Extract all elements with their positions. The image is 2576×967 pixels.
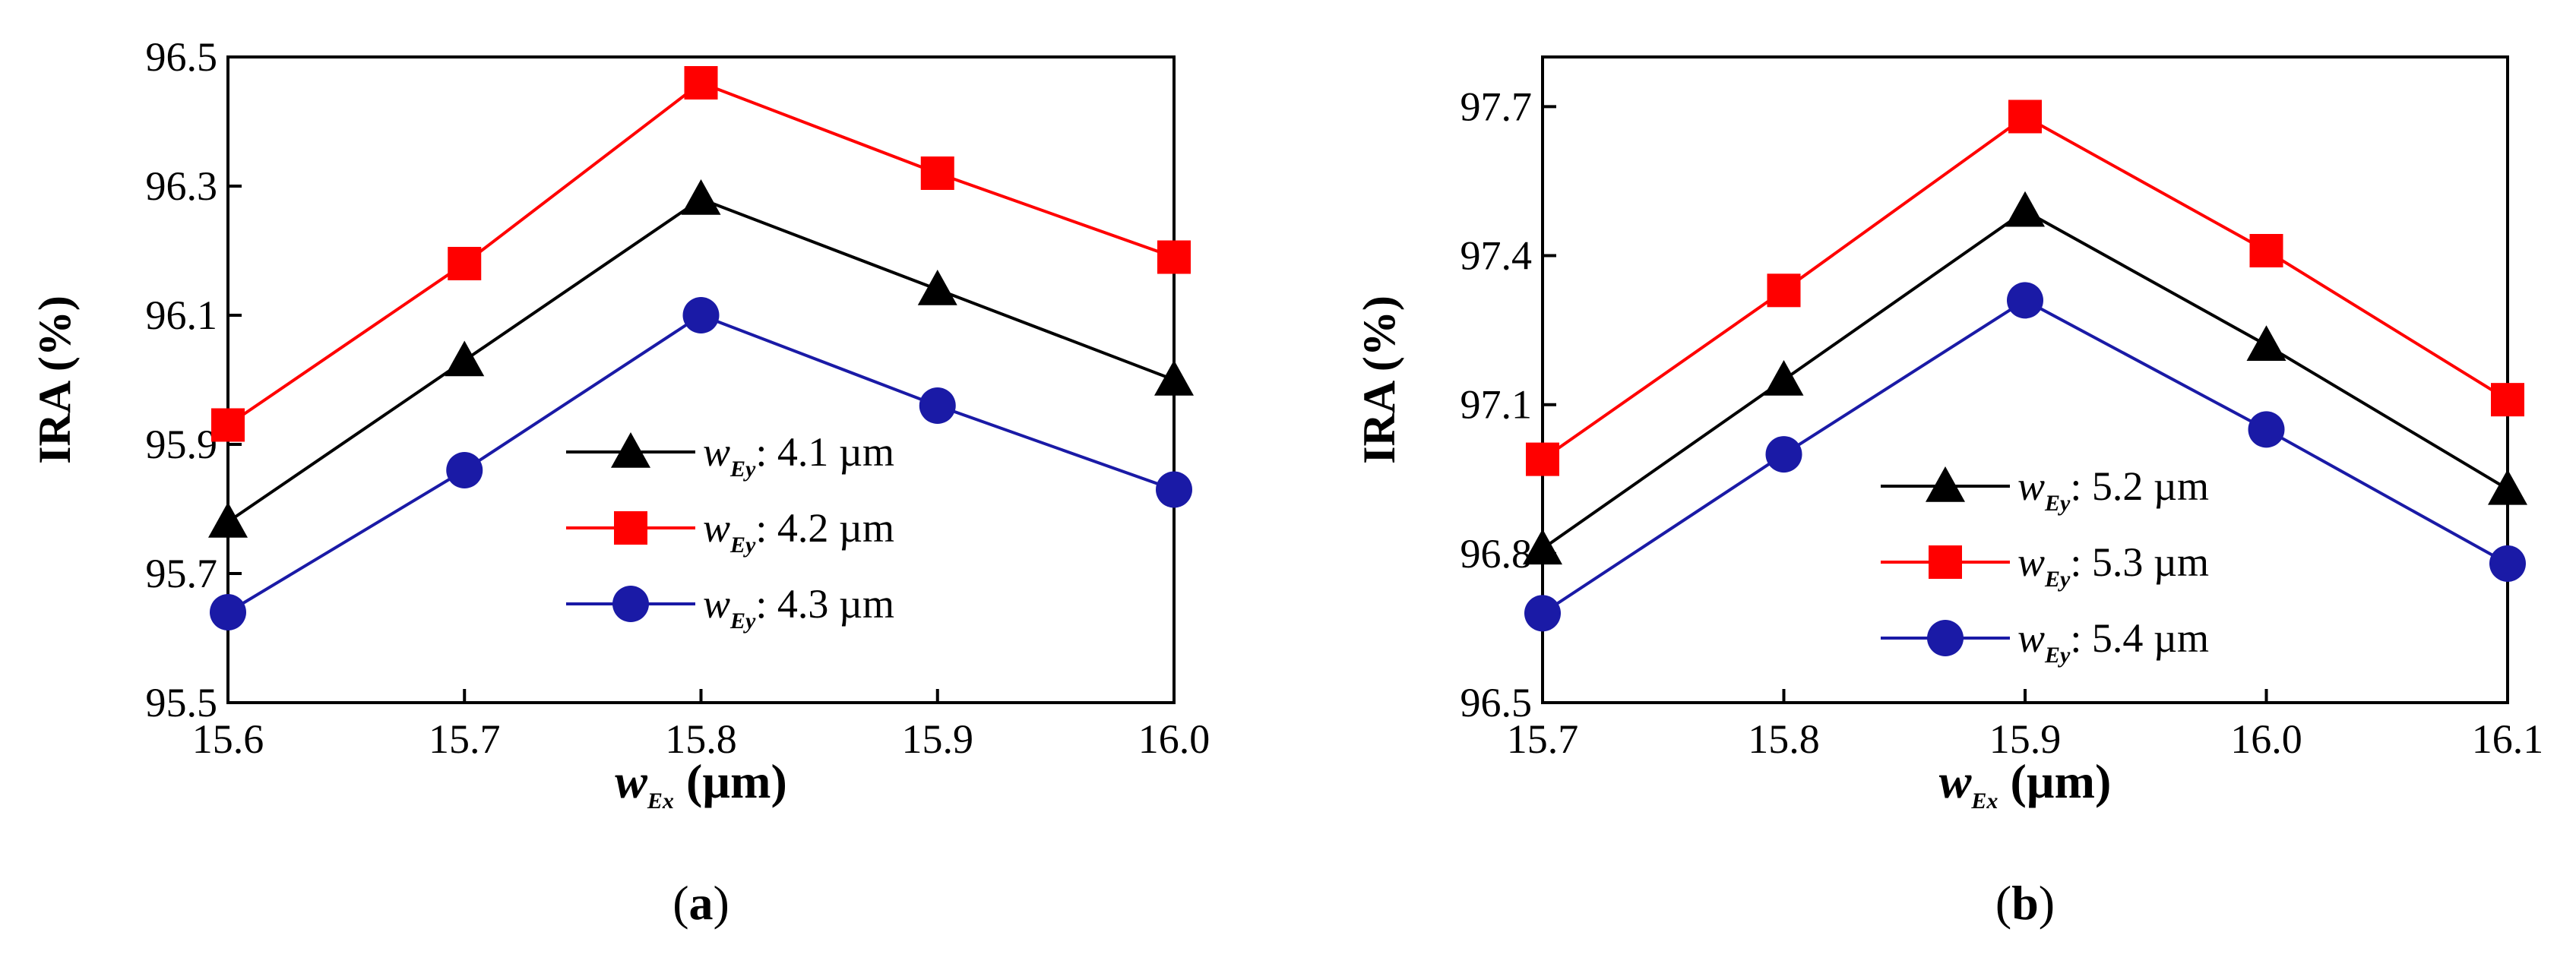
panel-caption: (a) bbox=[672, 876, 729, 930]
data-point bbox=[446, 452, 483, 488]
y-tick-label: 97.1 bbox=[1460, 382, 1533, 428]
legend-entry: wEy: 5.2 µm bbox=[2017, 463, 2209, 516]
plot-frame bbox=[226, 55, 1176, 704]
data-point bbox=[208, 502, 248, 538]
data-point bbox=[2488, 469, 2527, 505]
panel-caption: (b) bbox=[1995, 876, 2055, 930]
data-point bbox=[1765, 436, 1802, 473]
legend-entry: wEy: 5.3 µm bbox=[2017, 539, 2209, 592]
data-point bbox=[2007, 282, 2043, 319]
x-tick-label: 16.0 bbox=[1138, 716, 1210, 762]
x-tick-label: 15.8 bbox=[665, 716, 737, 762]
y-tick-label: 96.8 bbox=[1460, 531, 1533, 577]
data-point bbox=[1523, 529, 1562, 565]
data-point bbox=[917, 270, 957, 305]
legend-entry: wEy: 4.2 µm bbox=[703, 505, 894, 558]
data-point bbox=[1156, 471, 1192, 508]
data-point bbox=[1154, 360, 1194, 396]
x-tick-label: 15.6 bbox=[192, 716, 264, 762]
legend-entry: wEy: 4.3 µm bbox=[703, 581, 894, 634]
x-tick-label: 15.7 bbox=[1507, 716, 1579, 762]
series-2 bbox=[1524, 282, 2526, 632]
data-point bbox=[2246, 325, 2286, 362]
data-point bbox=[211, 408, 245, 442]
legend-marker bbox=[611, 432, 650, 468]
legend-entry: wEy: 5.4 µm bbox=[2017, 615, 2209, 668]
data-point bbox=[1767, 273, 1801, 308]
data-point bbox=[2489, 545, 2526, 582]
y-tick-label: 95.7 bbox=[146, 551, 218, 596]
data-point bbox=[445, 340, 485, 377]
data-point bbox=[1526, 442, 1559, 476]
plot-frame bbox=[1541, 55, 2509, 704]
x-axis-label: wEx (µm) bbox=[1939, 754, 2112, 814]
legend-marker bbox=[1929, 545, 1962, 579]
x-tick-label: 16.0 bbox=[2230, 716, 2302, 762]
data-point bbox=[1764, 360, 1804, 396]
legend-marker bbox=[1926, 466, 1965, 502]
series-line bbox=[226, 81, 1175, 427]
x-tick-label: 15.9 bbox=[902, 716, 974, 762]
series-0 bbox=[1523, 191, 2527, 565]
chart-panel-a: 95.5 95.7 95.9 96.1 96.3 96.5 15.6 15.7 15.8 15.9… bbox=[30, 34, 1210, 930]
legend-marker bbox=[612, 586, 649, 622]
x-tick-label: 15.9 bbox=[1989, 716, 2062, 762]
data-point bbox=[682, 297, 720, 333]
y-tick-label: 97.7 bbox=[1460, 84, 1533, 129]
y-tick-label: 95.9 bbox=[146, 422, 218, 467]
x-axis-label: wEx (µm) bbox=[615, 754, 787, 814]
series-line bbox=[226, 197, 1175, 523]
legend-entry: wEy: 4.1 µm bbox=[703, 429, 894, 482]
data-point bbox=[448, 247, 482, 280]
data-point bbox=[684, 66, 718, 100]
legend-marker bbox=[614, 511, 647, 545]
data-point bbox=[210, 594, 246, 630]
x-tick-label: 15.8 bbox=[1748, 716, 1820, 762]
y-tick-label: 95.5 bbox=[146, 680, 218, 725]
series-2 bbox=[210, 297, 1192, 630]
y-tick-label: 96.5 bbox=[1460, 680, 1533, 725]
data-point bbox=[681, 179, 721, 215]
y-tick-label: 97.4 bbox=[1460, 233, 1533, 279]
y-tick-label: 96.5 bbox=[146, 34, 218, 80]
data-point bbox=[1524, 595, 1561, 632]
series-line bbox=[226, 313, 1175, 614]
legend: wEy: 4.1 µm wEy: 4.2 µm wEy: 4.3 µm bbox=[566, 429, 894, 634]
data-point bbox=[2008, 100, 2042, 134]
series-1 bbox=[1526, 100, 2524, 476]
legend-marker bbox=[1927, 620, 1964, 656]
series-1 bbox=[211, 66, 1191, 442]
data-point bbox=[920, 156, 954, 190]
data-point bbox=[2005, 191, 2045, 227]
data-point bbox=[2491, 383, 2524, 417]
y-tick-label: 96.3 bbox=[146, 163, 218, 209]
data-point bbox=[919, 387, 956, 424]
y-axis-label: IRA (%) bbox=[1354, 295, 1404, 464]
series-0 bbox=[208, 179, 1194, 538]
y-tick-label: 96.1 bbox=[146, 292, 218, 338]
y-axis-label: IRA (%) bbox=[30, 295, 80, 464]
data-point bbox=[2248, 411, 2285, 448]
x-tick-label: 16.1 bbox=[2472, 716, 2544, 762]
chart-panel-b: 96.5 96.8 97.1 97.4 97.7 15.7 15.8 15.9 16.0 16.1… bbox=[1354, 55, 2544, 930]
x-tick-label: 15.7 bbox=[429, 716, 501, 762]
data-point bbox=[1157, 240, 1191, 274]
data-point bbox=[2249, 234, 2283, 267]
legend: wEy: 5.2 µm wEy: 5.3 µm wEy: 5.4 µm bbox=[1881, 463, 2209, 668]
